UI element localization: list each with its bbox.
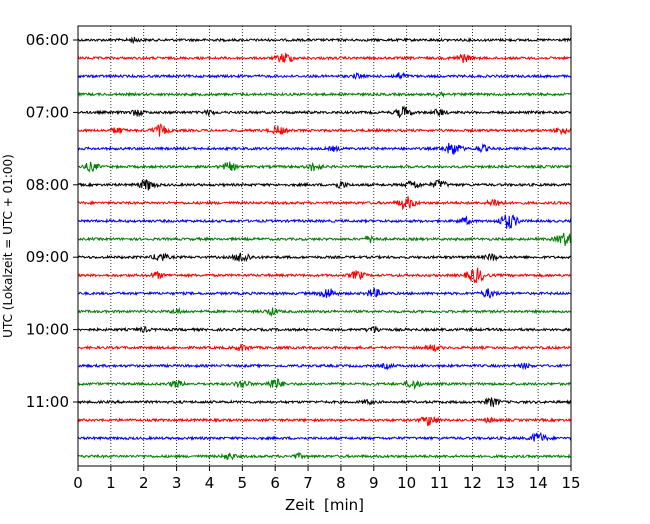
grid-layer xyxy=(110,26,539,466)
seismogram-trace xyxy=(77,252,571,263)
x-tick-label: 2 xyxy=(139,474,149,492)
seismogram-trace xyxy=(77,325,572,333)
x-tick-label: 4 xyxy=(205,474,215,492)
x-tick-label: 15 xyxy=(561,474,580,492)
seismogram-trace xyxy=(77,195,572,211)
x-tick-label: 12 xyxy=(463,474,482,492)
y-tick-label: 10:00 xyxy=(26,321,69,339)
x-tick-label: 8 xyxy=(336,474,346,492)
y-tick-label: 11:00 xyxy=(26,393,69,411)
y-tick-label: 08:00 xyxy=(26,176,69,194)
x-tick-label: 5 xyxy=(238,474,248,492)
y-axis-label: UTC (Lokalzeit = UTC + 01:00) xyxy=(1,154,15,338)
x-tick-label: 11 xyxy=(430,474,449,492)
seismogram-trace xyxy=(77,343,572,352)
seismogram-trace xyxy=(77,36,572,45)
seismogram-trace xyxy=(77,267,572,284)
y-tick-label: 09:00 xyxy=(26,248,69,266)
y-tick-label: 06:00 xyxy=(26,31,69,49)
x-tick-label: 7 xyxy=(303,474,313,492)
x-tick-label: 3 xyxy=(172,474,182,492)
seismogram-trace xyxy=(77,378,572,391)
seismogram-trace xyxy=(77,451,572,461)
x-axis: 0 1 2 3 4 5 6 7 8 9 10 11 12 13 14 15 xyxy=(73,466,581,492)
seismogram-trace xyxy=(77,142,572,155)
seismogram-trace xyxy=(77,416,572,427)
seismogram-trace xyxy=(77,287,572,299)
seismogram-trace xyxy=(77,52,572,64)
seismogram-trace xyxy=(77,161,572,173)
y-tick-label: 07:00 xyxy=(26,103,69,121)
x-tick-label: 14 xyxy=(529,474,548,492)
y-axis: 06:00 07:00 08:00 09:00 10:00 11:00 xyxy=(26,31,78,411)
seismogram-trace xyxy=(77,179,572,191)
seismogram-trace xyxy=(78,105,572,119)
seismogram-trace xyxy=(77,214,572,230)
x-axis-label: Zeit [min] xyxy=(285,496,364,514)
x-tick-label: 6 xyxy=(270,474,280,492)
seismogram-trace xyxy=(77,232,572,247)
seismogram-trace xyxy=(77,362,572,371)
seismogram-trace xyxy=(77,71,572,80)
x-tick-label: 1 xyxy=(106,474,116,492)
x-tick-label: 9 xyxy=(369,474,379,492)
seismogram-trace xyxy=(77,307,572,318)
seismogram-trace xyxy=(77,91,572,99)
plot-frame xyxy=(77,25,572,467)
seismogram-trace xyxy=(77,123,572,137)
x-tick-label: 13 xyxy=(496,474,515,492)
x-tick-label: 10 xyxy=(397,474,416,492)
traces-layer xyxy=(77,36,572,461)
x-tick-label: 0 xyxy=(73,474,83,492)
seismogram-trace xyxy=(77,397,572,408)
seismogram-trace xyxy=(77,431,572,442)
